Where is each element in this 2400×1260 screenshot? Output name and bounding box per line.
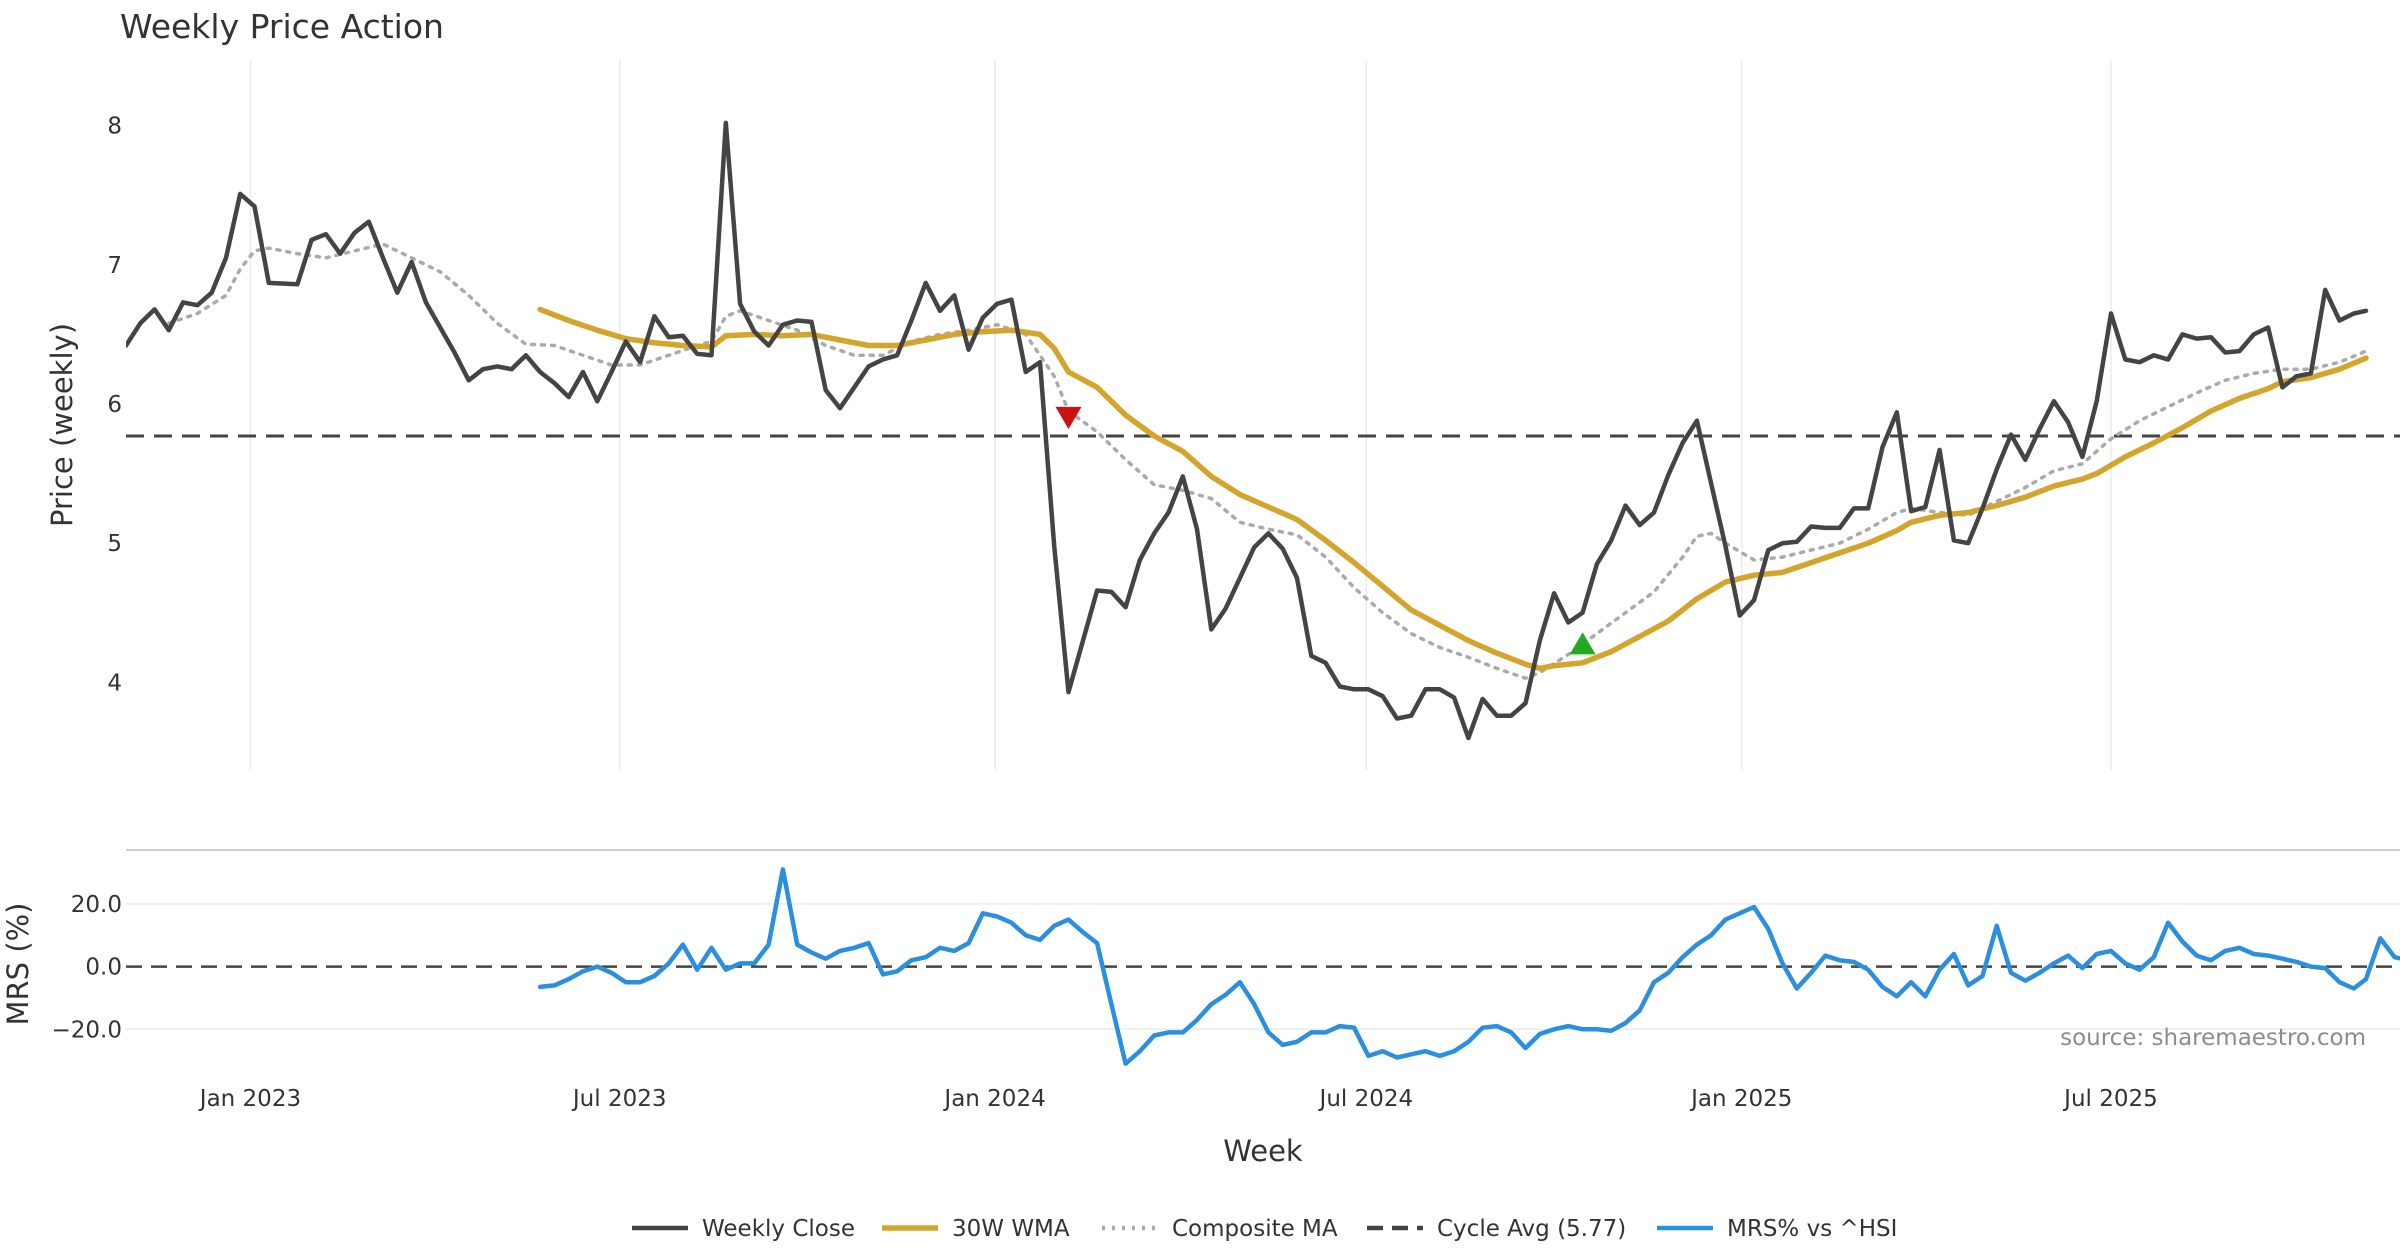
- price-y-ticks: 4 5 6 7 8: [107, 114, 122, 697]
- legend: Weekly Close 30W WMA Composite MA Cycle Avg…: [632, 1216, 1897, 1242]
- legend-label: Cycle Avg (5.77): [1437, 1216, 1626, 1242]
- x-tick-label: Jan 2024: [942, 1086, 1045, 1112]
- mrs-y-tick-label: 20.0: [71, 892, 122, 918]
- mrs-panel: 20.0 0.0 −20.0 MRS (%) source: sharemaestr…: [1, 867, 2400, 1066]
- x-tick-label: Jul 2023: [571, 1086, 667, 1112]
- legend-item-close: Weekly Close: [632, 1216, 855, 1242]
- mrs-y-axis-label: MRS (%): [1, 903, 35, 1026]
- wma-series-line: [537, 306, 2369, 672]
- price-y-axis-label: Price (weekly): [45, 323, 79, 527]
- legend-item-composite: Composite MA: [1102, 1216, 1338, 1242]
- mrs-series-line: [537, 867, 2400, 1066]
- legend-label: Weekly Close: [702, 1216, 855, 1242]
- mrs-y-ticks: 20.0 0.0 −20.0: [52, 892, 122, 1043]
- price-y-tick-label: 4: [107, 670, 122, 696]
- mrs-y-tick-label: −20.0: [52, 1017, 122, 1043]
- signal-markers: [1055, 406, 1596, 655]
- composite-series-line: [167, 242, 2368, 680]
- price-panel: 4 5 6 7 8 Price (weekly): [45, 60, 2400, 770]
- x-tick-label: Jan 2025: [1689, 1086, 1792, 1112]
- legend-item-cycle: Cycle Avg (5.77): [1367, 1216, 1626, 1242]
- sell-signal-marker: [1055, 406, 1082, 429]
- source-annotation: source: sharemaestro.com: [2060, 1025, 2366, 1051]
- mrs-y-tick-label: 0.0: [85, 955, 122, 981]
- mrs-series: [126, 867, 2400, 1066]
- price-gridlines: [249, 60, 2112, 770]
- chart-title: Weekly Price Action: [120, 7, 444, 46]
- legend-item-mrs: MRS% vs ^HSI: [1657, 1216, 1897, 1242]
- buy-signal-marker: [1569, 632, 1596, 655]
- price-y-tick-label: 7: [107, 253, 122, 279]
- price-y-tick-label: 8: [107, 114, 122, 140]
- close-series-line: [126, 120, 2369, 741]
- price-y-tick-label: 6: [107, 392, 122, 418]
- legend-label: Composite MA: [1172, 1216, 1338, 1242]
- legend-item-wma: 30W WMA: [882, 1216, 1070, 1242]
- x-tick-label: Jul 2025: [2062, 1086, 2158, 1112]
- legend-label: 30W WMA: [952, 1216, 1070, 1242]
- price-y-tick-label: 5: [107, 531, 122, 557]
- price-series: [126, 120, 2400, 741]
- x-axis-ticks: Jan 2023 Jul 2023 Jan 2024 Jul 2024 Jan 2025…: [198, 1086, 2158, 1112]
- mrs-gridlines: [126, 903, 2400, 1031]
- x-tick-label: Jul 2024: [1318, 1086, 1414, 1112]
- x-tick-label: Jan 2023: [198, 1086, 301, 1112]
- legend-label: MRS% vs ^HSI: [1727, 1216, 1897, 1242]
- x-axis-label: Week: [1223, 1134, 1303, 1168]
